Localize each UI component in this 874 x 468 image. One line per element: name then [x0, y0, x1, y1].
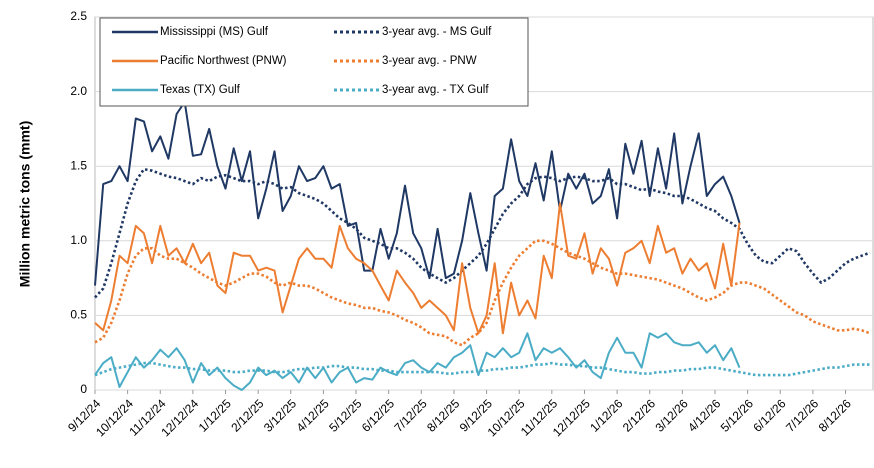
- x-tick-label: 2/12/26: [620, 396, 658, 434]
- x-tick-label: 4/12/25: [294, 396, 332, 434]
- y-tick-label: 1.5: [70, 158, 87, 172]
- x-tick-label: 5/12/25: [326, 396, 364, 434]
- y-axis-title: Million metric tons (mmt): [17, 121, 33, 287]
- legend-label: 3-year avg. - TX Gulf: [382, 84, 489, 96]
- legend-label: Mississippi (MS) Gulf: [160, 26, 269, 38]
- series-line: [94, 167, 871, 299]
- x-tick-label: 6/12/26: [750, 396, 788, 434]
- y-tick-label: 2.0: [70, 84, 87, 98]
- series-line: [94, 361, 870, 377]
- y-tick-label: 0: [80, 382, 87, 396]
- x-tick-label: 3/12/25: [261, 396, 299, 434]
- x-tick-label: 8/12/26: [816, 396, 854, 434]
- series-line: [94, 202, 741, 335]
- y-tick-label: 2.5: [70, 9, 87, 23]
- y-tick-label: 1.0: [70, 233, 87, 247]
- series-line: [94, 332, 741, 391]
- legend: Mississippi (MS) Gulf 3-year avg. - MS Gu…: [99, 17, 529, 107]
- x-tick-label: 2/12/25: [228, 396, 266, 434]
- x-tick-label: 4/12/26: [685, 396, 723, 434]
- x-tick-label: 7/12/25: [391, 396, 429, 434]
- x-tick-label: 6/12/25: [359, 396, 397, 434]
- legend-label: 3-year avg. - PNW: [382, 55, 477, 67]
- x-tick-label: 7/12/26: [783, 396, 821, 434]
- legend-box: [99, 17, 529, 107]
- legend-label: 3-year avg. - MS Gulf: [382, 26, 492, 38]
- x-tick-label: 8/12/25: [424, 396, 462, 434]
- y-tick-label: 0.5: [70, 308, 87, 322]
- x-tick-label: 1/12/25: [196, 396, 234, 434]
- x-tick-label: 5/12/26: [718, 396, 756, 434]
- series-line: [94, 101, 741, 286]
- legend-label: Pacific Northwest (PNW): [160, 55, 287, 67]
- x-tick-label: 1/12/26: [587, 396, 625, 434]
- x-tick-label: 3/12/26: [653, 396, 691, 434]
- legend-label: Texas (TX) Gulf: [160, 84, 241, 96]
- series-line: [94, 239, 871, 347]
